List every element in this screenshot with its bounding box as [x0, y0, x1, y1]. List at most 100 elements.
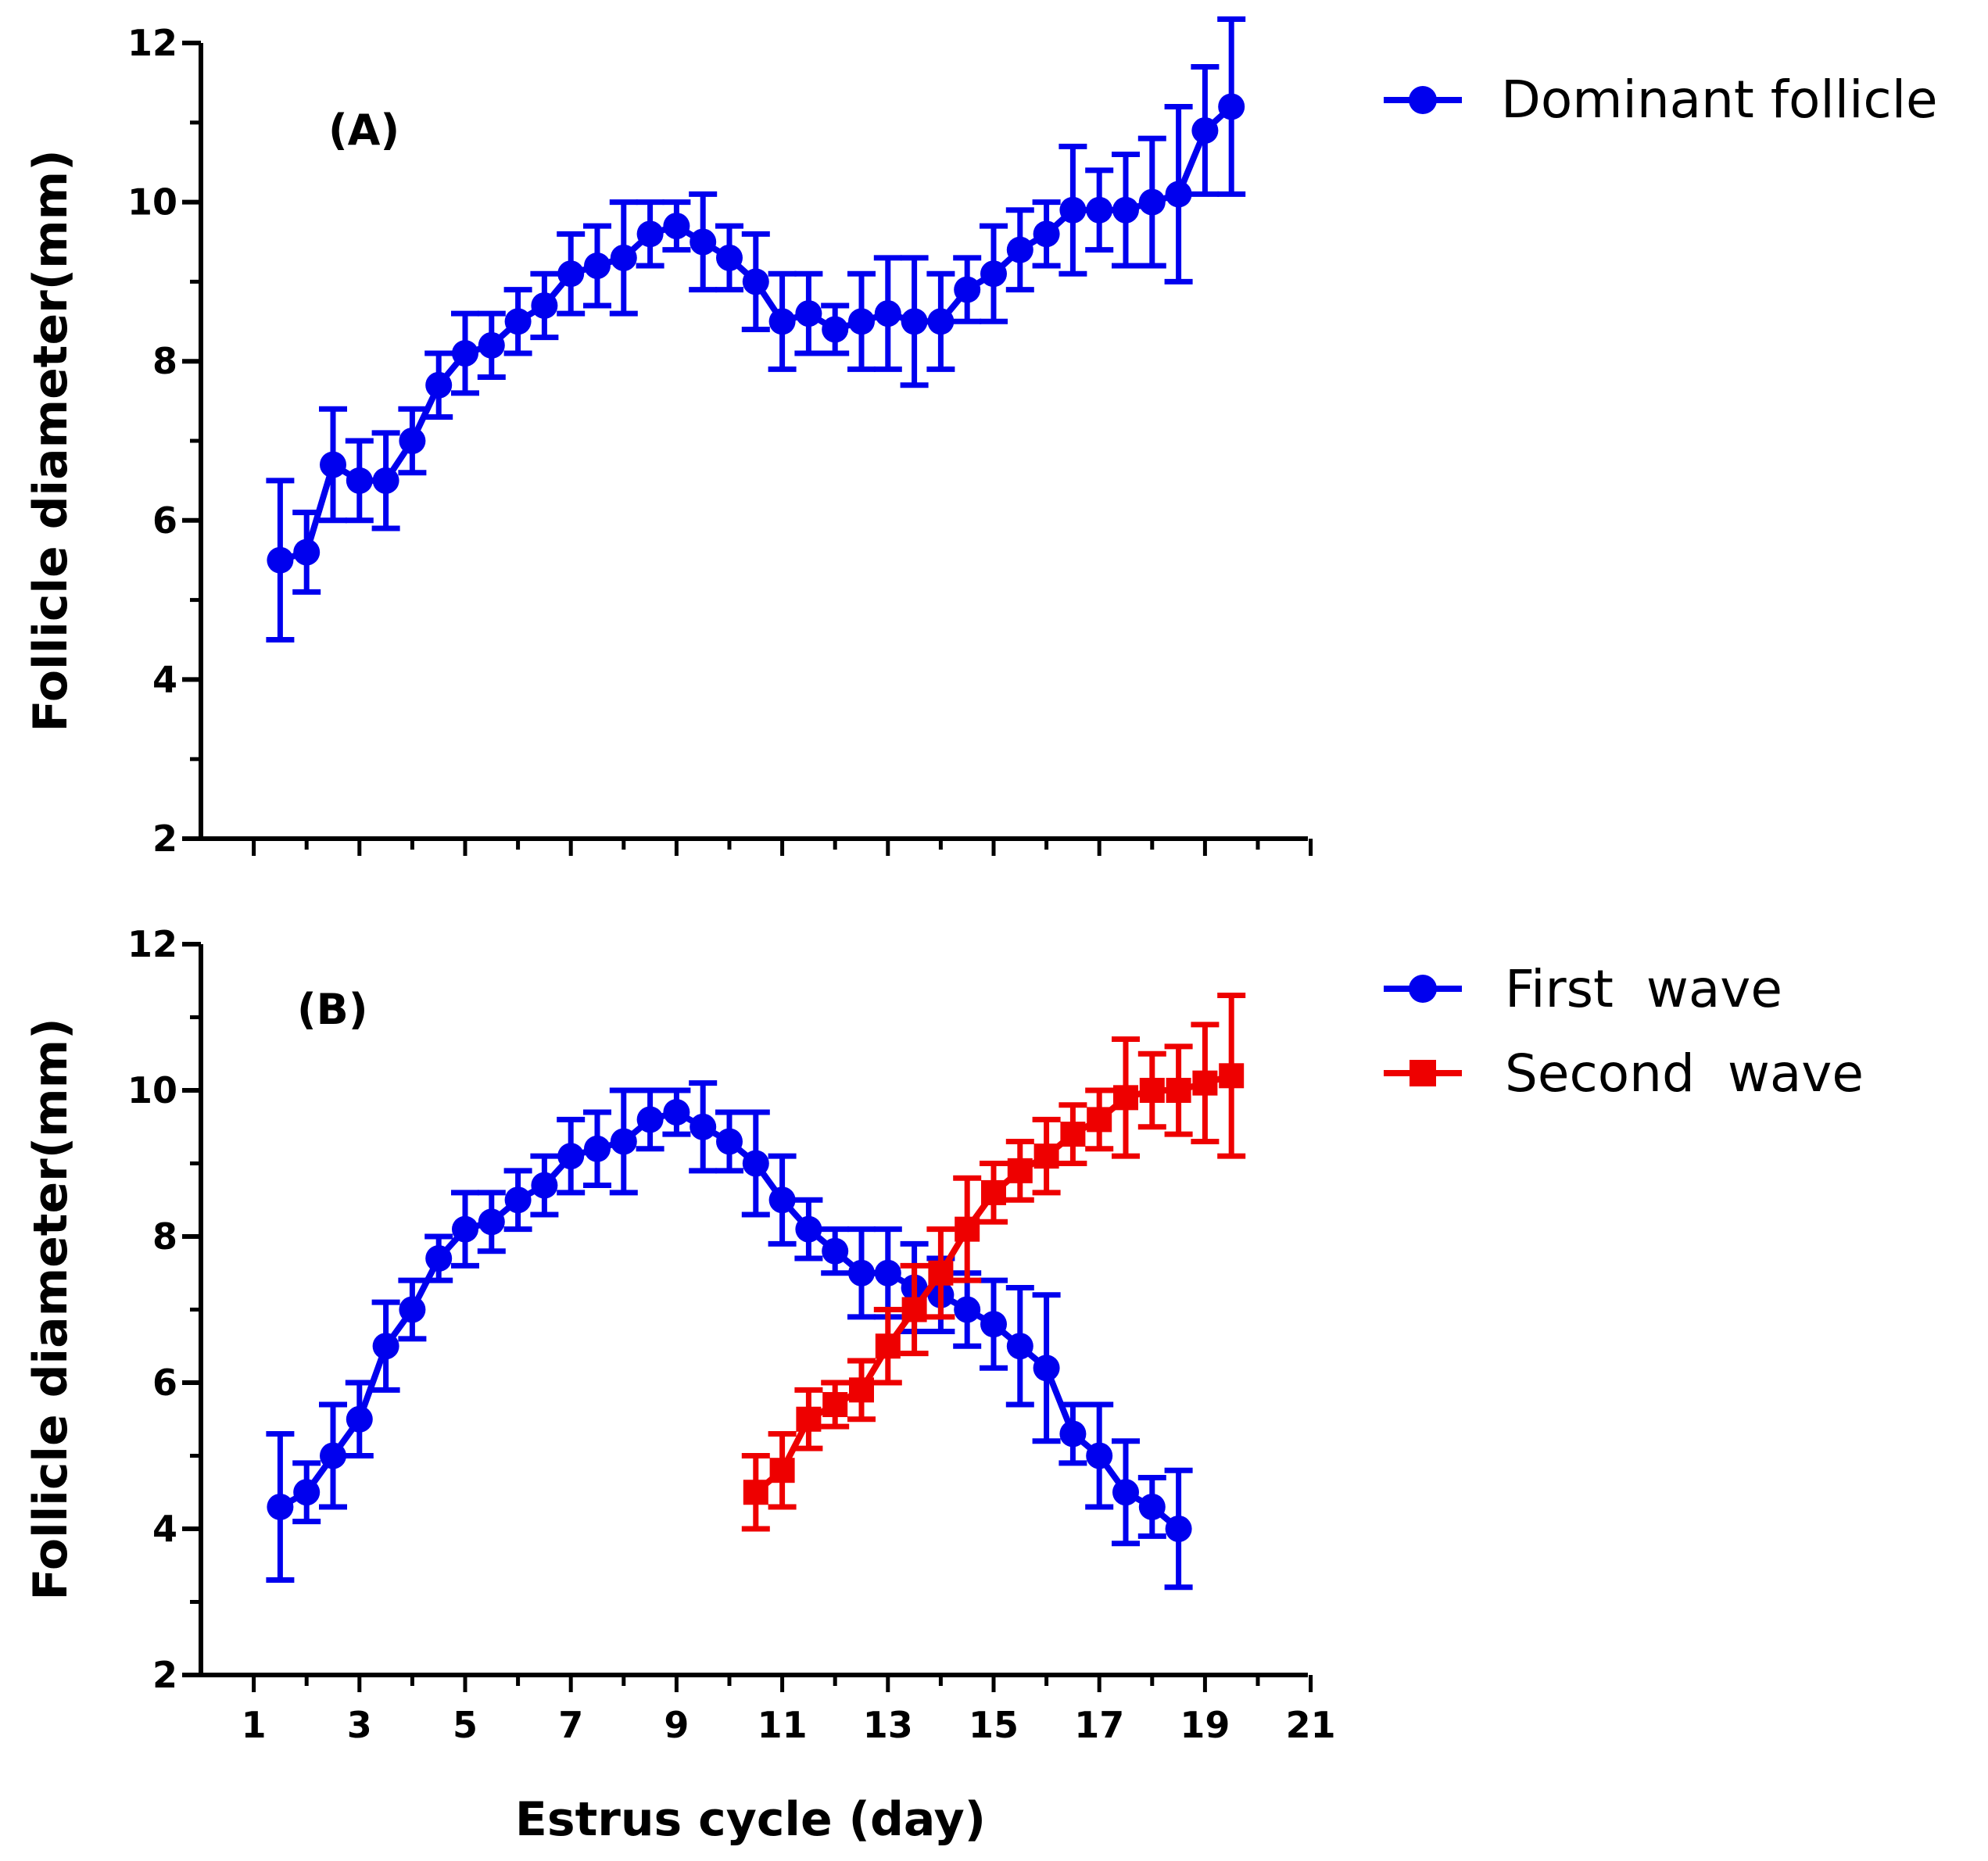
- data-point: [557, 260, 585, 288]
- x-tick-label: 15: [969, 1704, 1019, 1746]
- y-tick-label: 10: [127, 181, 177, 224]
- data-point: [557, 1143, 585, 1170]
- data-point: [742, 1150, 769, 1177]
- data-point: [795, 300, 822, 327]
- data-point: [848, 1259, 875, 1287]
- data-point: [1165, 181, 1192, 208]
- data-point: [1191, 116, 1219, 144]
- data-point: [1113, 1085, 1138, 1111]
- legend-first-wave-label: First wave: [1505, 959, 1782, 1019]
- panel-a-legend: Dominant follicle: [1384, 70, 1938, 130]
- data-point: [663, 213, 690, 240]
- data-point: [769, 1458, 795, 1483]
- data-point: [425, 371, 453, 399]
- data-point: [584, 1135, 611, 1162]
- y-tick-label: 10: [127, 1069, 177, 1111]
- data-point: [716, 244, 743, 271]
- legend-first-wave-swatch-marker: [1409, 975, 1437, 1003]
- data-point: [1219, 1063, 1245, 1089]
- data-point: [267, 1493, 294, 1520]
- data-point: [954, 1296, 981, 1323]
- data-point: [1165, 1516, 1192, 1542]
- data-point: [1139, 1078, 1165, 1103]
- data-point: [1138, 188, 1166, 216]
- data-point: [928, 1260, 954, 1286]
- panel-b-legend: First wave Second wave: [1384, 959, 1864, 1104]
- data-point: [768, 1186, 796, 1214]
- data-point: [320, 1442, 346, 1469]
- data-point: [980, 1311, 1007, 1338]
- data-point: [267, 546, 294, 574]
- data-point: [1112, 1479, 1139, 1506]
- data-point: [425, 1245, 453, 1272]
- data-point: [293, 1479, 321, 1506]
- data-point: [743, 1480, 768, 1505]
- data-point: [1086, 196, 1113, 224]
- data-point: [795, 1215, 822, 1243]
- data-point: [1006, 1333, 1033, 1360]
- data-point: [981, 1179, 1006, 1205]
- data-point: [504, 1186, 532, 1214]
- x-tick-label: 13: [863, 1704, 913, 1746]
- data-point: [399, 428, 426, 454]
- data-point: [690, 228, 717, 256]
- x-tick-label: 21: [1286, 1704, 1336, 1746]
- data-point: [1033, 1355, 1060, 1382]
- data-point: [610, 244, 637, 271]
- data-point: [372, 1333, 399, 1360]
- panel-a: 2 4 6 8 10 12 Follicle diameter(mm) (A) Domin…: [23, 16, 1938, 860]
- x-tick-label: 3: [347, 1704, 372, 1746]
- panel-a-label: (A): [328, 106, 399, 155]
- data-point: [504, 308, 532, 335]
- data-point: [980, 260, 1007, 288]
- panel-a-x-ticks: [252, 839, 1313, 856]
- data-point: [1138, 1493, 1166, 1520]
- legend-second-wave-label: Second wave: [1505, 1043, 1864, 1104]
- x-tick-label: 1: [242, 1704, 267, 1746]
- data-point: [874, 300, 901, 327]
- data-point: [848, 308, 875, 335]
- y-tick-label: 6: [152, 499, 177, 542]
- data-point: [636, 1106, 664, 1133]
- data-point: [822, 1237, 849, 1265]
- data-point: [452, 1215, 478, 1243]
- data-point: [1192, 1070, 1218, 1096]
- y-tick-label: 8: [152, 1215, 177, 1258]
- data-point: [293, 539, 321, 566]
- series-1: [266, 16, 1246, 642]
- data-point: [901, 308, 928, 335]
- data-point: [955, 1216, 980, 1242]
- panel-b-x-axis-title: Estrus cycle (day): [515, 1792, 986, 1847]
- x-tick-label: 5: [453, 1704, 478, 1746]
- x-tick-label: 11: [758, 1704, 808, 1746]
- data-point: [1218, 93, 1245, 120]
- data-point: [1033, 1143, 1059, 1169]
- panel-a-y-ticks: 2 4 6 8 10 12: [127, 22, 201, 860]
- data-point: [874, 1259, 901, 1287]
- data-point: [610, 1128, 637, 1155]
- y-tick-label: 4: [152, 658, 177, 700]
- panel-a-plot-area: [266, 16, 1246, 642]
- data-point: [531, 292, 558, 319]
- y-tick-label: 6: [152, 1362, 177, 1404]
- data-point: [875, 1333, 901, 1359]
- panel-b-y-ticks: 2 4 6 8 10 12: [127, 923, 201, 1696]
- y-tick-label: 12: [127, 22, 177, 64]
- data-point: [742, 268, 769, 295]
- data-point: [927, 308, 955, 335]
- data-point: [716, 1128, 743, 1155]
- y-tick-label: 12: [127, 923, 177, 965]
- data-point: [478, 1208, 505, 1236]
- x-tick-label: 9: [664, 1704, 689, 1746]
- data-point: [584, 252, 611, 280]
- series-line: [279, 104, 1234, 564]
- data-point: [1166, 1078, 1191, 1103]
- x-tick-label: 17: [1074, 1704, 1124, 1746]
- data-point: [1059, 196, 1087, 224]
- data-point: [901, 1297, 927, 1322]
- data-point: [1059, 1420, 1087, 1448]
- data-point: [1033, 220, 1060, 248]
- y-tick-label: 2: [152, 1654, 177, 1696]
